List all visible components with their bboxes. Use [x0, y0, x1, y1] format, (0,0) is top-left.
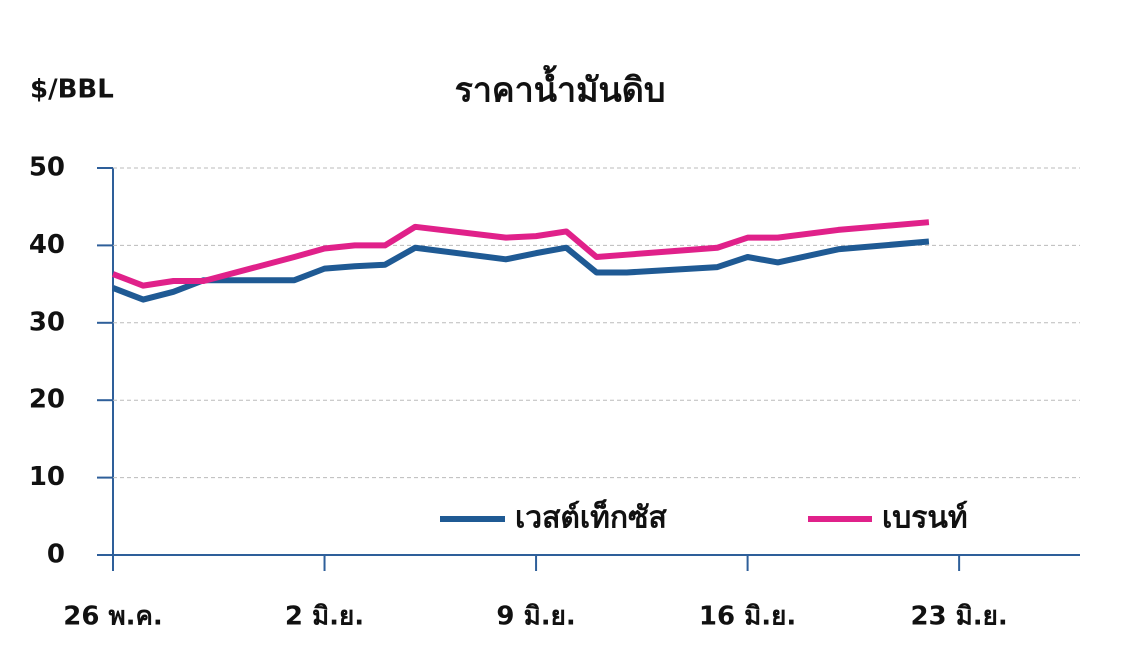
y-tick-label: 10	[29, 462, 65, 492]
y-tick-label: 40	[29, 230, 65, 260]
x-tick-label: 16 มิ.ย.	[699, 602, 796, 632]
x-tick-label: 9 มิ.ย.	[496, 602, 575, 632]
legend-label: เวสต์เท็กซัส	[515, 499, 667, 536]
legend-label: เบรนท์	[882, 501, 968, 536]
y-axis-label: $/BBL	[30, 75, 114, 105]
y-tick-label: 30	[29, 307, 65, 337]
y-tick-label: 50	[29, 153, 65, 183]
x-tick-label: 2 มิ.ย.	[285, 602, 364, 632]
data-line	[111, 219, 930, 289]
x-tick-label: 23 มิ.ย.	[910, 602, 1007, 632]
x-tick-label: 26 พ.ค.	[63, 602, 163, 632]
y-tick-label: 20	[29, 385, 65, 415]
chart-title: ราคาน้ำมันดิบ	[455, 65, 666, 111]
y-tick-label: 0	[47, 540, 65, 570]
